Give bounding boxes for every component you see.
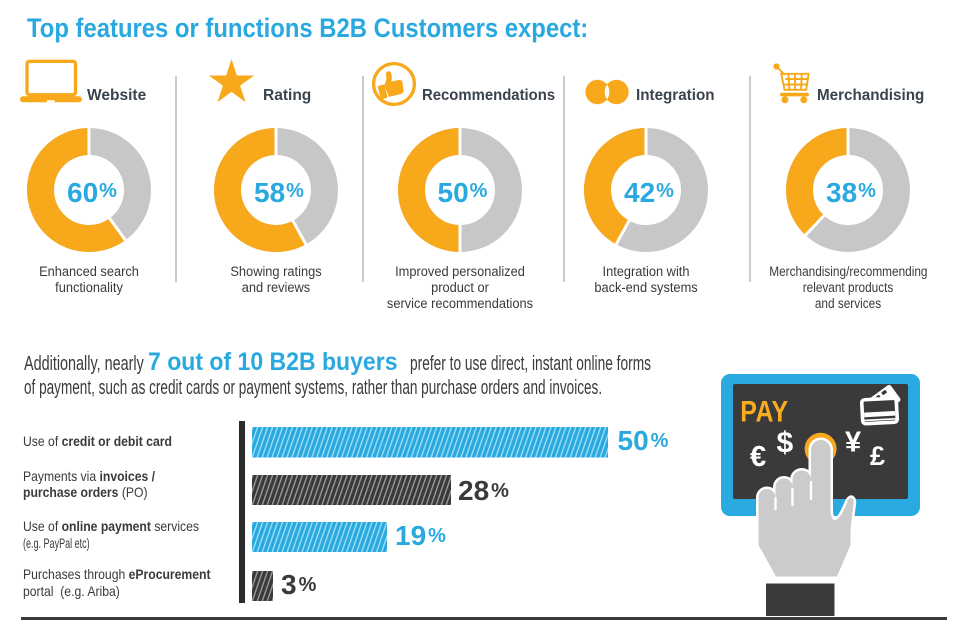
svg-text:$: $ bbox=[777, 427, 794, 460]
svg-text:€: € bbox=[750, 441, 766, 473]
svg-text:¥: ¥ bbox=[845, 427, 861, 459]
svg-text:£: £ bbox=[870, 441, 885, 471]
svg-text:PAY: PAY bbox=[740, 394, 788, 428]
